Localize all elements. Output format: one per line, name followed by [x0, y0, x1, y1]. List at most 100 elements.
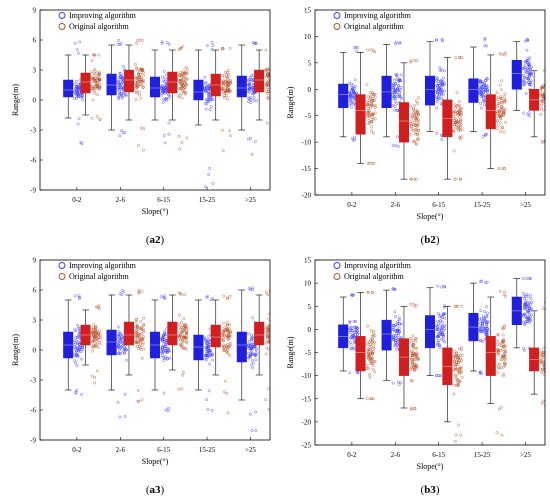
data-point — [483, 44, 487, 48]
data-point — [366, 343, 369, 347]
data-point — [163, 98, 167, 101]
data-point — [372, 161, 376, 165]
data-point — [452, 392, 456, 396]
data-point — [370, 360, 374, 364]
legend-marker — [58, 12, 66, 19]
data-point — [400, 97, 403, 100]
y-tick-label: -5 — [305, 349, 311, 357]
data-point — [73, 341, 77, 345]
data-point — [226, 296, 229, 300]
data-point — [454, 377, 458, 381]
data-point — [162, 69, 166, 73]
data-point — [539, 99, 543, 103]
plot-area — [338, 37, 548, 181]
data-point — [540, 107, 543, 111]
data-point — [117, 97, 121, 101]
data-point — [497, 343, 501, 347]
data-point — [77, 117, 81, 121]
data-point — [496, 124, 500, 127]
x-tick-label: 6-15 — [157, 446, 170, 454]
data-point — [415, 112, 418, 116]
data-point — [397, 326, 401, 330]
data-point — [416, 358, 420, 361]
data-point — [478, 339, 482, 343]
data-point — [542, 364, 545, 368]
data-point — [527, 111, 531, 115]
data-point — [456, 104, 460, 108]
data-point — [438, 346, 442, 349]
data-point — [499, 130, 503, 134]
data-point — [529, 300, 533, 304]
data-point — [180, 141, 184, 144]
data-point — [75, 349, 79, 352]
box-improving-2-6 — [381, 319, 392, 351]
data-point — [438, 79, 442, 83]
data-point — [399, 85, 403, 89]
data-point — [247, 340, 251, 343]
data-point — [180, 326, 183, 329]
data-point — [411, 359, 415, 362]
data-point — [457, 115, 461, 119]
data-point — [90, 340, 94, 344]
data-point — [373, 98, 376, 102]
data-point — [74, 346, 78, 350]
data-point — [367, 122, 371, 125]
data-point — [75, 90, 79, 94]
data-point — [167, 132, 171, 136]
data-point — [142, 71, 145, 75]
data-point — [181, 329, 185, 333]
data-point — [226, 81, 230, 85]
data-point — [95, 86, 99, 90]
data-point — [412, 354, 416, 358]
data-point — [502, 326, 506, 329]
box-original-0-2 — [355, 336, 366, 372]
data-point — [479, 80, 482, 84]
data-point — [454, 106, 457, 110]
data-point — [459, 433, 463, 437]
data-point — [368, 104, 372, 108]
data-point — [97, 73, 101, 77]
data-point — [266, 79, 270, 83]
data-point — [527, 305, 531, 308]
data-point — [353, 46, 356, 50]
data-point — [526, 39, 530, 42]
data-point — [413, 120, 416, 124]
data-point — [504, 51, 507, 55]
data-point — [135, 41, 139, 45]
data-point — [415, 365, 418, 369]
y-tick-label: -10 — [302, 372, 312, 380]
data-point — [96, 305, 100, 309]
data-point — [75, 335, 79, 339]
x-tick-label: 2-6 — [116, 196, 126, 204]
data-point — [254, 429, 258, 432]
data-point — [503, 362, 507, 365]
data-point — [267, 387, 270, 390]
data-point — [437, 87, 441, 90]
box-improving-0-2 — [63, 79, 74, 98]
data-point — [453, 383, 457, 387]
data-point — [137, 291, 141, 295]
data-point — [410, 177, 413, 181]
box-improving-6-15 — [424, 315, 436, 349]
data-point — [135, 91, 138, 95]
data-point — [399, 79, 403, 83]
data-point — [211, 98, 215, 102]
data-point — [545, 362, 547, 364]
data-point — [546, 97, 548, 99]
data-point — [270, 339, 272, 341]
data-point — [183, 80, 186, 83]
data-point — [480, 325, 484, 329]
data-point — [204, 353, 208, 357]
data-point — [95, 369, 99, 373]
data-point — [544, 367, 545, 371]
data-point — [185, 340, 189, 343]
data-point — [440, 331, 444, 335]
data-point — [266, 334, 270, 337]
data-point — [165, 41, 169, 44]
data-point — [442, 312, 446, 316]
data-point — [411, 334, 415, 338]
data-point — [522, 75, 526, 79]
data-point — [502, 112, 505, 116]
data-point — [546, 372, 548, 374]
data-point — [546, 107, 548, 109]
